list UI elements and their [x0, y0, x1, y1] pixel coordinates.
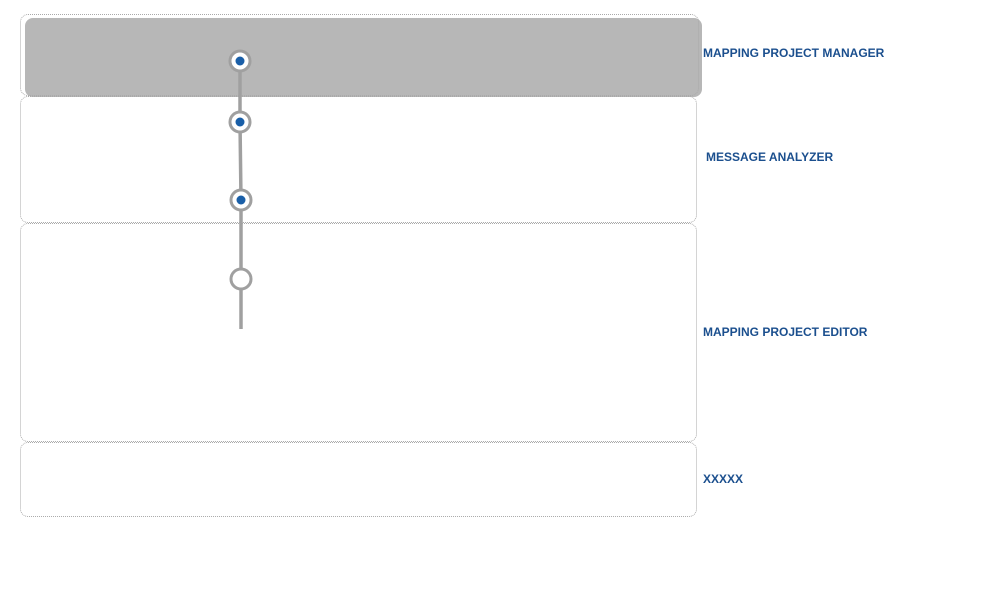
lane-label-xxxxx: XXXXX	[703, 472, 744, 486]
milestone-node-4[interactable]	[229, 267, 253, 291]
active-lane-highlight	[25, 18, 702, 97]
milestone-node-2[interactable]	[228, 110, 252, 134]
lane-label-mapping-project-manager: MAPPING PROJECT MANAGER	[703, 46, 885, 60]
milestone-complete-dot	[235, 56, 245, 66]
lane-message-analyzer[interactable]	[20, 96, 697, 223]
milestone-node-1[interactable]	[228, 49, 252, 73]
milestone-node-3[interactable]	[229, 188, 253, 212]
milestone-complete-dot	[235, 117, 245, 127]
milestone-ring	[229, 267, 253, 291]
lane-label-mapping-project-editor: MAPPING PROJECT EDITOR	[703, 325, 868, 339]
milestone-complete-dot	[236, 195, 246, 205]
lane-mapping-project-manager[interactable]	[20, 14, 699, 96]
lane-mapping-project-editor[interactable]	[20, 223, 697, 442]
lane-label-message-analyzer: MESSAGE ANALYZER	[706, 150, 834, 164]
lane-xxxxx[interactable]	[20, 442, 697, 517]
